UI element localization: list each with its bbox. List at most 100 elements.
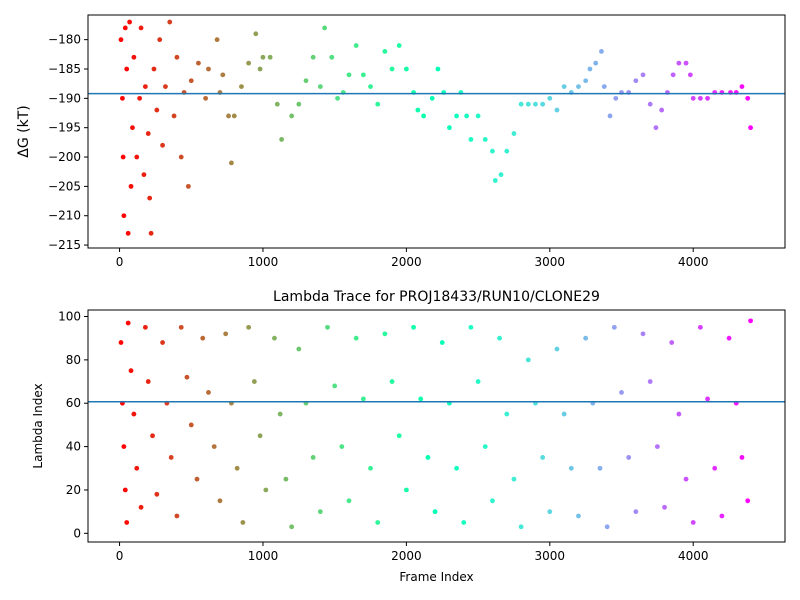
lambda-data-point — [748, 318, 753, 324]
delta-g-data-point — [317, 84, 323, 90]
x-tick-label: 4000 — [678, 549, 709, 563]
top-x-ticks: 0 1000 2000 3000 4000 — [116, 248, 708, 269]
y-tick-label: −190 — [48, 91, 81, 105]
delta-g-data-point — [296, 101, 302, 107]
delta-g-data-point — [482, 137, 488, 142]
x-tick-label: 3000 — [535, 549, 566, 563]
lambda-data-point — [389, 379, 395, 384]
lambda-data-point — [138, 504, 144, 510]
top-axes-frame — [87, 14, 786, 249]
delta-g-data-point — [257, 66, 263, 72]
delta-g-data-point — [601, 84, 607, 90]
delta-g-data-point — [163, 84, 168, 90]
delta-g-data-point — [124, 66, 130, 72]
delta-g-data-point — [303, 78, 309, 84]
delta-g-data-point — [525, 101, 531, 107]
bottom-panel: Lambda Trace for PROJ18433/RUN10/CLONE29… — [31, 289, 786, 584]
delta-g-data-point — [131, 54, 137, 60]
delta-g-data-point — [267, 54, 273, 60]
delta-g-data-point — [547, 95, 553, 101]
lambda-data-point — [396, 433, 402, 439]
delta-g-data-point — [127, 19, 132, 25]
delta-g-data-point — [231, 113, 237, 119]
lambda-data-point — [504, 411, 510, 417]
lambda-data-point — [332, 383, 338, 389]
lambda-data-point — [597, 465, 603, 471]
delta-g-data-point — [353, 43, 359, 48]
lambda-data-point — [418, 396, 424, 402]
delta-g-data-point — [670, 72, 676, 78]
delta-g-data-point — [490, 148, 495, 154]
delta-g-data-point — [633, 78, 639, 84]
lambda-data-point — [257, 433, 263, 439]
delta-g-data-point — [196, 60, 201, 66]
lambda-data-point — [122, 487, 128, 493]
lambda-data-point — [676, 411, 682, 417]
delta-g-data-point — [322, 25, 328, 31]
lambda-data-point — [726, 335, 732, 341]
lambda-data-point — [432, 509, 438, 515]
delta-g-data-point — [435, 66, 441, 72]
lambda-data-point — [425, 455, 431, 460]
lambda-data-point — [468, 324, 474, 330]
delta-g-data-point — [683, 60, 689, 66]
delta-g-data-point — [464, 113, 470, 119]
lambda-data-point — [121, 444, 127, 449]
delta-g-data-point — [429, 95, 435, 101]
lambda-data-point — [131, 411, 137, 417]
delta-g-data-point — [687, 72, 693, 78]
delta-g-data-point — [118, 37, 124, 43]
delta-g-data-point — [360, 72, 366, 78]
lambda-data-point — [150, 433, 155, 439]
lambda-data-point — [160, 340, 165, 345]
lambda-data-point — [174, 513, 180, 519]
delta-g-data-point — [220, 72, 226, 78]
lambda-data-point — [310, 455, 316, 460]
lambda-data-point — [194, 476, 200, 482]
lambda-data-point — [206, 389, 211, 395]
lambda-data-point — [211, 444, 217, 449]
lambda-data-point — [325, 324, 330, 330]
top-panel: 0 1000 2000 3000 4000 −215 −210 −205 −200 −195 −1… — [16, 14, 786, 269]
lambda-data-point — [277, 411, 283, 417]
delta-g-data-point — [659, 107, 665, 113]
delta-g-data-point — [403, 66, 409, 72]
lambda-data-point — [234, 465, 240, 471]
bottom-y-ticks: 0 20 40 60 80 100 — [58, 310, 88, 540]
lambda-data-point — [561, 411, 567, 417]
bottom-chart-title: Lambda Trace for PROJ18433/RUN10/CLONE29 — [273, 289, 600, 305]
lambda-data-point — [217, 498, 223, 504]
x-tick-label: 0 — [116, 255, 124, 269]
delta-g-data-point — [447, 125, 452, 131]
lambda-data-point — [461, 520, 467, 525]
delta-g-data-point — [154, 107, 160, 113]
delta-g-data-point — [382, 48, 388, 54]
delta-g-data-point — [148, 230, 154, 236]
lambda-data-point — [554, 346, 560, 352]
delta-g-data-point — [346, 72, 352, 78]
lambda-data-point — [511, 476, 517, 482]
lambda-data-point — [604, 524, 610, 530]
y-tick-label: −180 — [48, 33, 81, 47]
lambda-data-point — [168, 455, 174, 460]
delta-g-data-point — [125, 230, 131, 236]
delta-g-data-point — [226, 113, 231, 119]
delta-g-data-point — [310, 54, 316, 60]
lambda-data-point — [633, 509, 639, 515]
lambda-data-point — [128, 368, 134, 374]
x-tick-label: 0 — [116, 549, 124, 563]
lambda-data-point — [490, 498, 495, 504]
lambda-data-point — [626, 455, 632, 460]
delta-g-data-point — [647, 101, 653, 107]
lambda-data-point — [439, 340, 445, 345]
delta-g-data-point — [279, 137, 285, 142]
delta-g-data-point — [705, 95, 710, 101]
lambda-data-point — [317, 509, 323, 515]
lambda-data-point — [188, 422, 194, 428]
delta-g-data-point — [421, 113, 426, 119]
delta-g-data-point — [134, 154, 140, 160]
lambda-data-point — [240, 520, 246, 525]
lambda-data-point — [411, 324, 416, 330]
delta-g-data-point — [167, 19, 173, 25]
